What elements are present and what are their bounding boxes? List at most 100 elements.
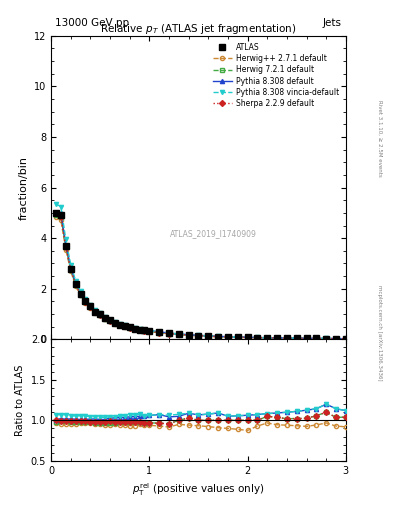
Pythia 8.308 default [294, 335, 299, 341]
Sherpa 2.2.9 default [113, 320, 118, 326]
Pythia 8.308 vincia-default [235, 334, 240, 340]
Herwig++ 2.7.1 default [132, 326, 137, 332]
Herwig++ 2.7.1 default [78, 292, 83, 298]
ATLAS [64, 243, 68, 249]
ATLAS [132, 326, 137, 332]
Herwig 7.2.1 default [226, 334, 230, 340]
Pythia 8.308 default [59, 210, 63, 216]
ATLAS [113, 320, 118, 326]
Sherpa 2.2.9 default [64, 244, 68, 250]
Pythia 8.308 default [265, 335, 270, 341]
Pythia 8.308 default [113, 319, 118, 326]
Herwig 7.2.1 default [108, 318, 112, 324]
Line: Pythia 8.308 vincia-default: Pythia 8.308 vincia-default [54, 202, 348, 341]
Pythia 8.308 default [127, 324, 132, 330]
Sherpa 2.2.9 default [245, 334, 250, 340]
Pythia 8.308 default [142, 327, 147, 333]
Sherpa 2.2.9 default [137, 327, 142, 333]
Line: Pythia 8.308 default: Pythia 8.308 default [54, 209, 348, 341]
Herwig 7.2.1 default [186, 332, 191, 338]
Herwig++ 2.7.1 default [59, 218, 63, 224]
ATLAS [255, 334, 260, 340]
Herwig++ 2.7.1 default [98, 312, 103, 318]
Pythia 8.308 vincia-default [73, 278, 78, 284]
ATLAS [294, 335, 299, 342]
Herwig++ 2.7.1 default [73, 283, 78, 289]
Pythia 8.308 default [83, 298, 88, 304]
Pythia 8.308 vincia-default [113, 319, 118, 325]
Herwig 7.2.1 default [137, 327, 142, 333]
Sherpa 2.2.9 default [98, 311, 103, 317]
Herwig++ 2.7.1 default [118, 323, 122, 329]
Sherpa 2.2.9 default [334, 335, 338, 342]
Herwig++ 2.7.1 default [226, 334, 230, 340]
Herwig++ 2.7.1 default [103, 316, 108, 322]
Line: Herwig++ 2.7.1 default: Herwig++ 2.7.1 default [54, 215, 348, 341]
Title: Relative $p_{T}$ (ATLAS jet fragmentation): Relative $p_{T}$ (ATLAS jet fragmentatio… [100, 22, 297, 36]
Sherpa 2.2.9 default [157, 330, 162, 336]
Sherpa 2.2.9 default [343, 336, 348, 342]
Sherpa 2.2.9 default [176, 331, 181, 337]
Herwig 7.2.1 default [64, 244, 68, 250]
Sherpa 2.2.9 default [78, 291, 83, 297]
Sherpa 2.2.9 default [285, 335, 289, 341]
Herwig++ 2.7.1 default [113, 321, 118, 327]
Sherpa 2.2.9 default [132, 326, 137, 332]
ATLAS [167, 330, 171, 336]
Pythia 8.308 vincia-default [265, 335, 270, 341]
Pythia 8.308 vincia-default [103, 314, 108, 320]
Sherpa 2.2.9 default [147, 328, 152, 334]
Pythia 8.308 default [235, 334, 240, 340]
Herwig 7.2.1 default [206, 333, 211, 339]
Herwig++ 2.7.1 default [324, 335, 329, 342]
Y-axis label: fraction/bin: fraction/bin [18, 156, 28, 220]
Herwig++ 2.7.1 default [53, 214, 59, 220]
Pythia 8.308 default [196, 332, 201, 338]
Sherpa 2.2.9 default [59, 214, 63, 220]
ATLAS [235, 334, 240, 340]
ATLAS [324, 335, 329, 342]
Sherpa 2.2.9 default [314, 335, 319, 342]
Pythia 8.308 vincia-default [88, 302, 93, 308]
Sherpa 2.2.9 default [235, 334, 240, 340]
Herwig 7.2.1 default [113, 321, 118, 327]
Pythia 8.308 default [285, 335, 289, 341]
Pythia 8.308 vincia-default [196, 332, 201, 338]
ATLAS [53, 210, 59, 216]
Pythia 8.308 default [132, 325, 137, 331]
Herwig 7.2.1 default [83, 299, 88, 305]
ATLAS [343, 336, 348, 342]
Pythia 8.308 default [108, 317, 112, 323]
Pythia 8.308 default [78, 290, 83, 296]
ATLAS [304, 335, 309, 342]
ATLAS [88, 304, 93, 310]
Herwig++ 2.7.1 default [196, 333, 201, 339]
Pythia 8.308 default [137, 326, 142, 332]
ATLAS [127, 325, 132, 331]
Sherpa 2.2.9 default [73, 281, 78, 287]
Herwig++ 2.7.1 default [294, 335, 299, 342]
ATLAS [123, 323, 127, 329]
Sherpa 2.2.9 default [324, 335, 329, 342]
Herwig 7.2.1 default [59, 214, 63, 220]
Pythia 8.308 vincia-default [142, 327, 147, 333]
Herwig 7.2.1 default [275, 335, 279, 341]
Sherpa 2.2.9 default [186, 332, 191, 338]
ATLAS [226, 334, 230, 340]
ATLAS [108, 317, 112, 324]
X-axis label: $p_{\rm T}^{\rm rel}$ (positive values only): $p_{\rm T}^{\rm rel}$ (positive values o… [132, 481, 264, 498]
Herwig++ 2.7.1 default [137, 327, 142, 333]
Pythia 8.308 vincia-default [324, 335, 329, 342]
Sherpa 2.2.9 default [226, 334, 230, 340]
Pythia 8.308 default [167, 330, 171, 336]
Pythia 8.308 default [64, 242, 68, 248]
ATLAS [216, 333, 220, 339]
Pythia 8.308 vincia-default [304, 335, 309, 342]
Sherpa 2.2.9 default [167, 330, 171, 336]
Herwig++ 2.7.1 default [245, 334, 250, 340]
Sherpa 2.2.9 default [304, 335, 309, 342]
Pythia 8.308 default [314, 335, 319, 342]
Herwig++ 2.7.1 default [265, 335, 270, 341]
Pythia 8.308 vincia-default [206, 333, 211, 339]
Herwig 7.2.1 default [123, 324, 127, 330]
